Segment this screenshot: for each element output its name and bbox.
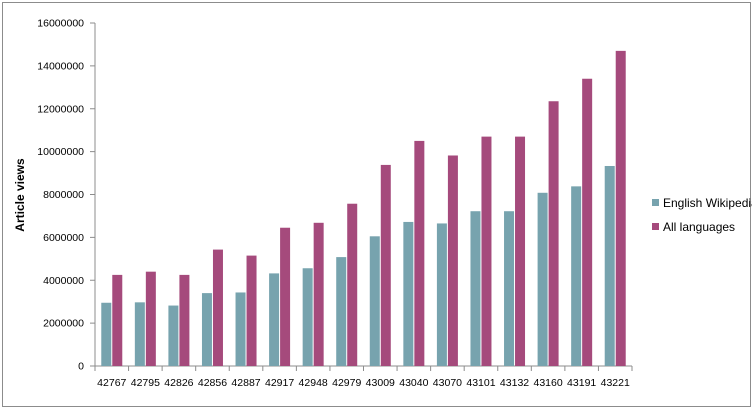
x-tick-label: 42795: [131, 377, 160, 389]
bar-all-languages: [615, 50, 626, 367]
x-tick-label: 43101: [466, 377, 495, 389]
bar-all-languages: [212, 249, 223, 366]
bar-english-wikipedia: [504, 211, 515, 366]
bar-english-wikipedia: [571, 186, 582, 366]
legend-label: English Wikipedia: [663, 196, 752, 210]
y-axis: 0 2000000 4000000 6000000 8000000 10000000 120…: [37, 18, 96, 373]
y-tick-label: 8000000: [43, 189, 84, 201]
bar-english-wikipedia: [101, 302, 112, 366]
bar-all-languages: [246, 255, 257, 366]
bar-all-languages: [515, 136, 526, 366]
x-tick-label: 42767: [97, 377, 126, 389]
y-tick-label: 14000000: [37, 60, 84, 72]
bar-english-wikipedia: [269, 273, 280, 366]
y-tick-label: 16000000: [37, 18, 84, 30]
bar-all-languages: [481, 136, 492, 366]
x-tick-label: 43221: [601, 377, 630, 389]
bar-english-wikipedia: [235, 292, 246, 366]
bar-english-wikipedia: [134, 302, 145, 366]
legend: English Wikipedia All languages: [652, 196, 752, 234]
x-tick-label: 43160: [533, 377, 562, 389]
legend-label: All languages: [663, 220, 735, 234]
bars: [101, 50, 626, 367]
bar-all-languages: [145, 271, 156, 366]
bar-all-languages: [179, 274, 190, 366]
y-tick-label: 4000000: [43, 275, 84, 287]
x-tick-label: 42948: [299, 377, 328, 389]
bar-english-wikipedia: [436, 223, 447, 366]
bar-all-languages: [112, 274, 123, 366]
bar-all-languages: [447, 155, 458, 366]
bar-english-wikipedia: [201, 293, 212, 366]
bar-english-wikipedia: [369, 236, 380, 366]
bar-english-wikipedia: [470, 211, 481, 366]
bar-all-languages: [347, 203, 358, 366]
y-tick-label: 12000000: [37, 103, 84, 115]
x-tick-label: 42979: [332, 377, 361, 389]
x-tick-label: 42887: [231, 377, 260, 389]
x-tick-label: 42826: [164, 377, 193, 389]
x-tick-label: 43132: [500, 377, 529, 389]
x-tick-label: 42917: [265, 377, 294, 389]
y-axis-title: Article views: [13, 158, 27, 232]
x-tick-label: 42856: [198, 377, 227, 389]
legend-swatch: [652, 199, 659, 206]
y-tick-label: 2000000: [43, 318, 84, 330]
legend-swatch: [652, 223, 659, 230]
bar-all-languages: [280, 227, 291, 366]
x-tick-label: 43009: [366, 377, 395, 389]
y-tick-label: 6000000: [43, 232, 84, 244]
bar-english-wikipedia: [336, 257, 347, 366]
bar-all-languages: [313, 222, 324, 366]
bar-english-wikipedia: [403, 221, 414, 366]
x-tick-label: 43191: [567, 377, 596, 389]
bar-all-languages: [548, 101, 559, 366]
bar-english-wikipedia: [168, 305, 179, 366]
bar-all-languages: [414, 140, 425, 366]
x-tick-label: 43040: [399, 377, 428, 389]
bar-english-wikipedia: [302, 268, 313, 366]
x-axis: 42767 42795 42826 42856 42887 42917 42948 42979…: [94, 365, 633, 389]
bar-all-languages: [380, 164, 391, 366]
bar-all-languages: [582, 78, 593, 367]
y-tick-label: 10000000: [37, 146, 84, 158]
bar-english-wikipedia: [604, 165, 615, 366]
bar-english-wikipedia: [537, 192, 548, 366]
x-tick-label: 43070: [433, 377, 462, 389]
y-tick-label: 0: [78, 361, 84, 373]
